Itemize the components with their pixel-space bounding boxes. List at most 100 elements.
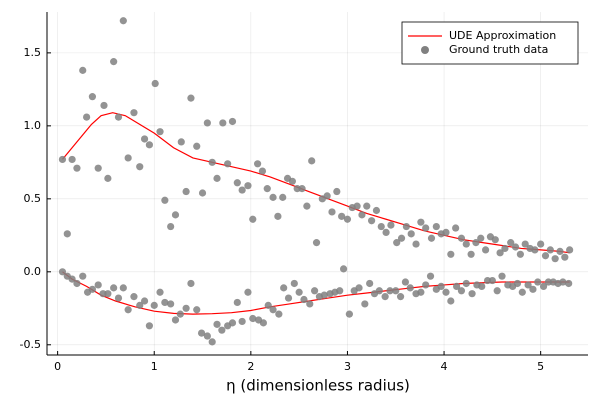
point: [323, 192, 331, 200]
point: [518, 288, 526, 296]
point: [130, 293, 138, 301]
point: [269, 193, 277, 201]
point: [541, 252, 550, 260]
point: [311, 287, 319, 295]
point: [279, 193, 287, 201]
point: [219, 119, 227, 127]
point: [493, 287, 501, 295]
point: [412, 240, 420, 248]
point: [387, 221, 395, 229]
point: [524, 281, 532, 289]
point: [244, 288, 252, 296]
point: [136, 301, 144, 309]
point: [176, 310, 184, 318]
y-tick-label: 1.5: [24, 46, 42, 59]
point: [182, 304, 190, 312]
y-tick-label: 0.0: [24, 265, 42, 278]
point: [368, 217, 376, 225]
point: [114, 113, 123, 121]
point: [513, 279, 522, 288]
point: [254, 160, 262, 168]
x-tick-label: 4: [441, 360, 448, 373]
point: [406, 284, 414, 292]
point: [171, 316, 180, 324]
point: [224, 160, 232, 168]
point: [124, 306, 132, 314]
point: [58, 268, 67, 276]
point: [300, 295, 308, 304]
point: [507, 239, 515, 247]
point: [345, 310, 353, 318]
point: [228, 117, 237, 126]
point: [407, 230, 415, 238]
point: [372, 206, 381, 215]
point: [203, 332, 211, 340]
point: [462, 240, 470, 248]
point: [193, 306, 201, 314]
point: [249, 215, 257, 223]
point: [73, 164, 81, 172]
point: [546, 246, 554, 254]
point: [496, 249, 504, 257]
point: [366, 279, 374, 288]
point: [565, 279, 573, 288]
point: [269, 306, 277, 314]
point: [140, 135, 149, 143]
point: [488, 276, 496, 285]
point: [258, 167, 267, 175]
point: [203, 119, 211, 127]
point: [79, 66, 87, 74]
point: [343, 215, 352, 223]
point: [208, 158, 216, 166]
point: [208, 338, 216, 346]
point: [381, 293, 389, 301]
point: [68, 155, 76, 164]
point: [559, 278, 567, 286]
point: [167, 222, 175, 231]
point: [68, 275, 76, 283]
point: [308, 157, 316, 165]
point: [119, 284, 127, 292]
point: [397, 234, 406, 242]
point: [355, 284, 363, 292]
point: [417, 218, 425, 226]
point: [79, 272, 87, 280]
point: [303, 202, 311, 210]
point: [288, 177, 296, 185]
point: [167, 300, 175, 308]
point: [427, 234, 436, 242]
point: [491, 236, 499, 244]
point: [187, 94, 195, 102]
point: [161, 298, 169, 307]
point: [156, 128, 164, 136]
point: [537, 240, 545, 248]
point: [110, 284, 118, 292]
point: [534, 278, 542, 286]
point: [244, 182, 252, 190]
point: [401, 278, 410, 286]
point: [377, 222, 385, 231]
point: [442, 228, 450, 236]
point: [432, 222, 440, 231]
point: [511, 243, 520, 251]
point: [478, 282, 486, 290]
y-tick-label: -0.5: [20, 338, 41, 351]
point: [233, 298, 241, 307]
point: [58, 155, 67, 164]
point: [320, 291, 328, 299]
x-tick-label: 2: [247, 360, 254, 373]
point: [249, 314, 257, 323]
point: [393, 239, 401, 247]
point: [353, 202, 361, 210]
point: [238, 186, 246, 194]
point: [124, 154, 132, 162]
point: [457, 287, 466, 295]
point: [145, 141, 154, 149]
point: [556, 247, 564, 255]
point: [498, 272, 506, 280]
x-tick-label: 3: [344, 360, 351, 373]
point: [539, 282, 548, 290]
point: [501, 244, 509, 253]
point: [187, 279, 195, 288]
point: [422, 224, 430, 232]
